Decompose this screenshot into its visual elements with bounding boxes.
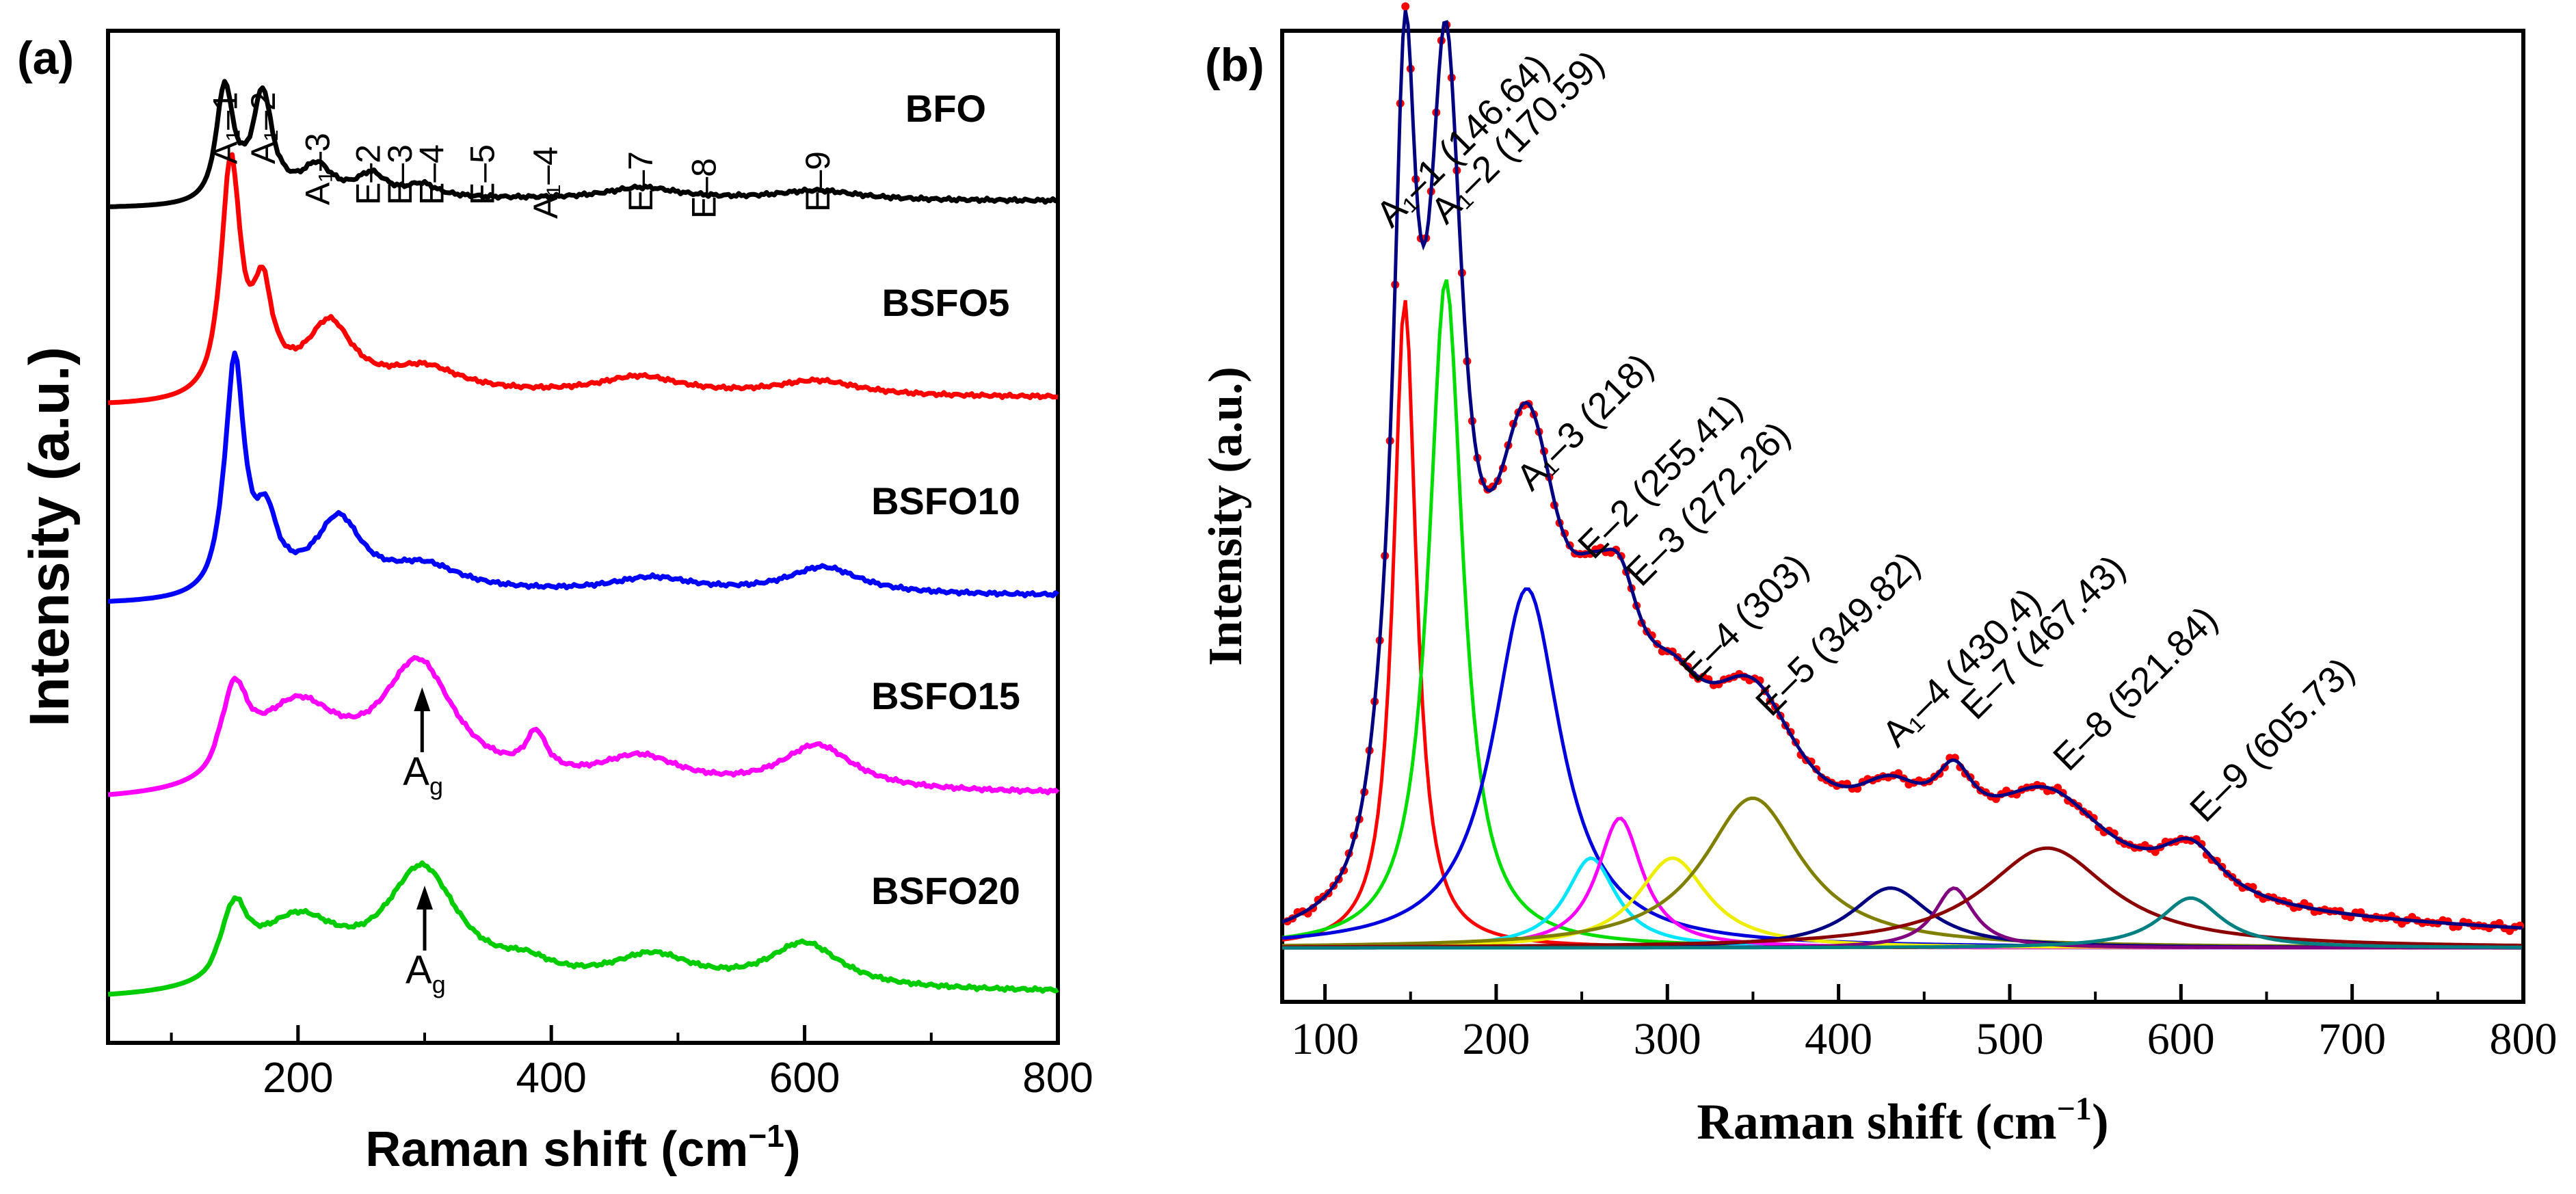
mode-label-a: A₁–1 [206,92,244,164]
series-line-bfo [108,79,1059,209]
mode-label-a: E–2 [349,144,388,205]
panel-b-xlabel-sup: −1 [2057,1091,2092,1127]
series-line-bsfo10 [107,350,1059,604]
ag-annotation-sub: g [429,772,443,800]
panel-b-xtick-label: 200 [1462,1014,1530,1064]
experimental-point [1401,2,1410,11]
component-peak [1282,856,2522,950]
series-label-bsfo10: BSFO10 [871,479,1020,522]
panel-b-xtick-label: 600 [2147,1014,2215,1064]
panel-b-xtick-label: 500 [1976,1014,2043,1064]
mode-label-a: E–7 [622,151,660,212]
panel-a-label: (a) [17,32,74,84]
panel-b-xtick-label: 100 [1291,1014,1359,1064]
component-peak [1282,896,2522,950]
mode-label-a: E–4 [412,144,451,205]
ag-annotation-sub: g [432,970,446,998]
panel-b-xlabel-tail: ) [2092,1094,2109,1150]
panel-b-ylabel: Intensity (a.u.) [1199,367,1252,666]
panel-a-xlabel: Raman shift (cm−1) [365,1118,801,1177]
ag-arrowhead [414,687,431,711]
ag-annotation: Ag [406,948,446,998]
panel-a-xtick-label: 400 [516,1054,586,1102]
mode-label-a: E–3 [381,144,419,205]
series-label-bsfo20: BSFO20 [871,869,1020,912]
component-peak [1282,846,2522,949]
ag-annotation: Ag [403,749,443,800]
panel-a-xtick-label: 800 [1022,1054,1093,1102]
panel-b-xlabel: Raman shift (cm−1) [1697,1091,2108,1150]
panel-b-frame [1280,29,2525,1004]
panel-a: 200 400 600 800 BFO BSFO5 BSFO10 BSFO15 BSFO20 A₁… [17,29,1093,1177]
series-label-bfo: BFO [905,87,986,130]
mode-label-a: E–9 [799,151,837,212]
panel-a-ylabel: Intensity (a.u.) [18,347,81,727]
panel-b-label: (b) [1205,39,1264,91]
mode-label-a: A₁–2 [244,92,282,164]
component-peak [1282,856,2522,950]
series-label-bsfo5: BSFO5 [882,281,1010,324]
fit-envelope [1282,10,2523,930]
panel-b-xtick-label: 400 [1805,1014,1872,1064]
panel-a-xtick-label: 600 [769,1054,840,1102]
series-line-bsfo15 [107,655,1060,797]
panel-a-xlabel-sup: −1 [748,1118,784,1154]
mode-label-a: E–5 [463,144,501,205]
panel-a-xtick-label: 200 [263,1054,333,1102]
series-label-bsfo15: BSFO15 [871,674,1020,717]
panel-a-xlabel-tail: ) [784,1122,801,1177]
ag-arrowhead [416,886,433,910]
panel-b-xtick-label: 800 [2490,1014,2558,1064]
mode-label-a: E–8 [685,158,723,219]
panel-b-xtick-label: 700 [2318,1014,2386,1064]
mode-label-a: A₁–3 [299,133,337,205]
series-line-bsfo20 [107,860,1059,997]
series-line-bsfo5 [107,152,1059,406]
mode-label-a: A₁–4 [527,146,565,219]
panel-a-frame [106,29,1060,1045]
peak-label: E–9 (605.73) [2182,650,2362,830]
panel-b-xtick-label: 300 [1634,1014,1701,1064]
